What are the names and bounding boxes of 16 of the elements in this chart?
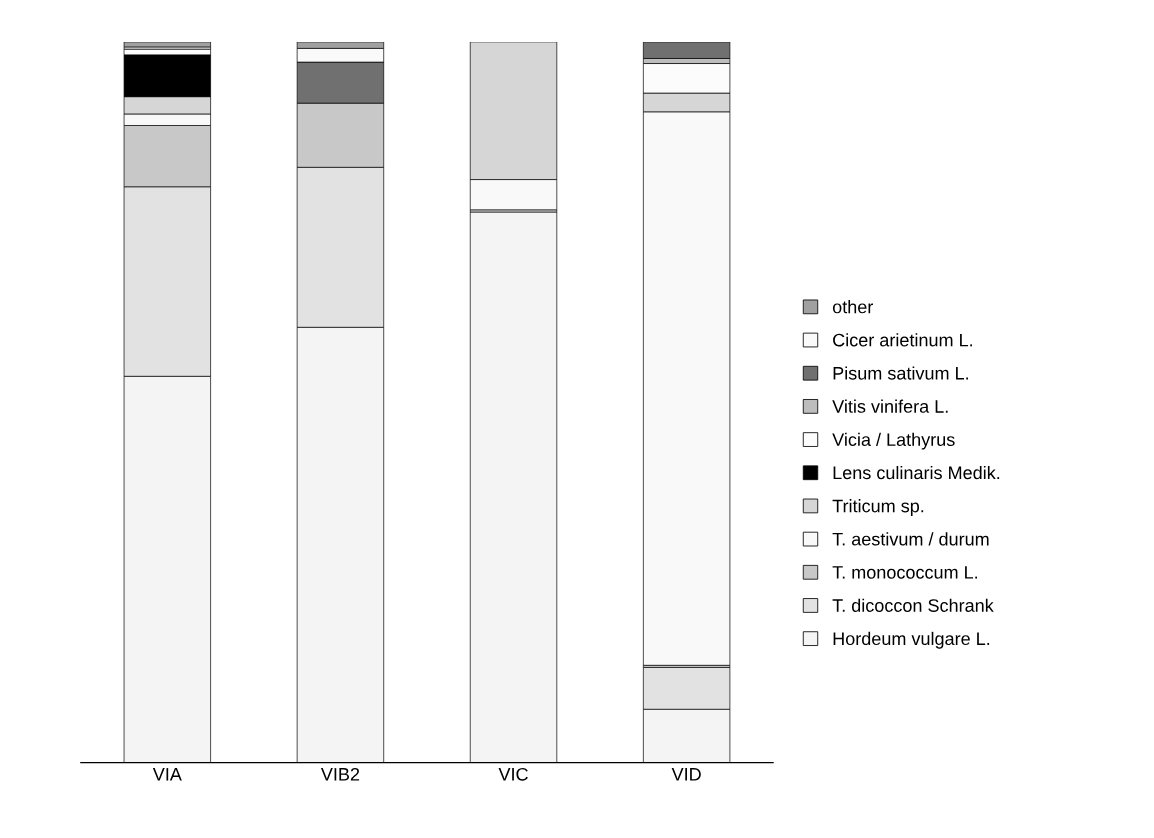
legend-label: Triticum sp. <box>832 499 924 516</box>
legend-label: T. dicoccon Schrank <box>832 598 994 612</box>
bar <box>123 41 211 48</box>
legend-label: T. monococcum L. <box>832 566 978 579</box>
legend-label: other <box>832 300 874 314</box>
legend-label: Lens culinaris Medik. <box>833 465 1000 480</box>
x-tick-label: VID <box>671 768 701 781</box>
legend-label: Cicer arietinum L. <box>833 333 972 347</box>
x-tick-label: VIA <box>152 768 182 781</box>
x-tick-label: VIC <box>498 767 528 781</box>
legend-label: Vicia / Lathyrus <box>832 432 955 450</box>
legend-label: Pisum sativum L. <box>833 366 968 380</box>
legend-label: T. aestivum / durum <box>832 532 989 546</box>
x-tick-label: VIB2 <box>320 767 360 781</box>
legend-label: Hordeum vulgare L. <box>833 631 990 649</box>
legend-label: Vitis vinifera L. <box>832 399 948 413</box>
